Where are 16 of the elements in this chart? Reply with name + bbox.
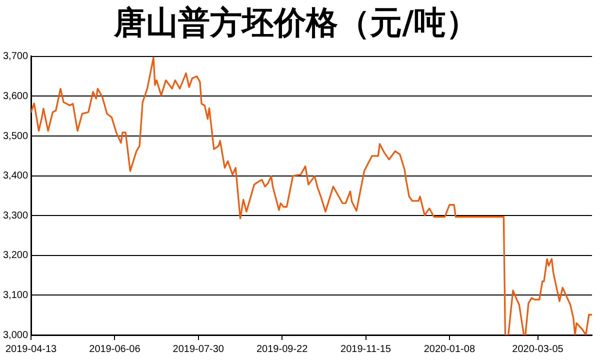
x-tick-label: 2019-06-06 xyxy=(89,344,141,355)
y-tick-label: 3,600 xyxy=(2,90,28,102)
x-tick-label: 2019-07-30 xyxy=(172,344,224,355)
y-tick-label: 3,300 xyxy=(2,210,28,222)
y-tick-label: 3,000 xyxy=(2,330,28,341)
y-tick-label: 3,500 xyxy=(2,130,28,142)
y-tick-label: 3,200 xyxy=(2,250,28,262)
chart-title: 唐山普方坯价格（元/吨） xyxy=(113,4,478,42)
x-tick-label: 2019-09-22 xyxy=(256,344,308,355)
x-tick-label: 2020-01-08 xyxy=(424,344,476,355)
y-tick-label: 3,100 xyxy=(2,290,28,301)
x-tick-label: 2019-04-13 xyxy=(5,344,58,355)
y-tick-label: 3,700 xyxy=(2,51,28,62)
x-tick-label: 2020-03-05 xyxy=(512,344,564,355)
x-tick-label: 2019-11-15 xyxy=(340,344,392,355)
y-tick-label: 3,400 xyxy=(2,170,28,182)
